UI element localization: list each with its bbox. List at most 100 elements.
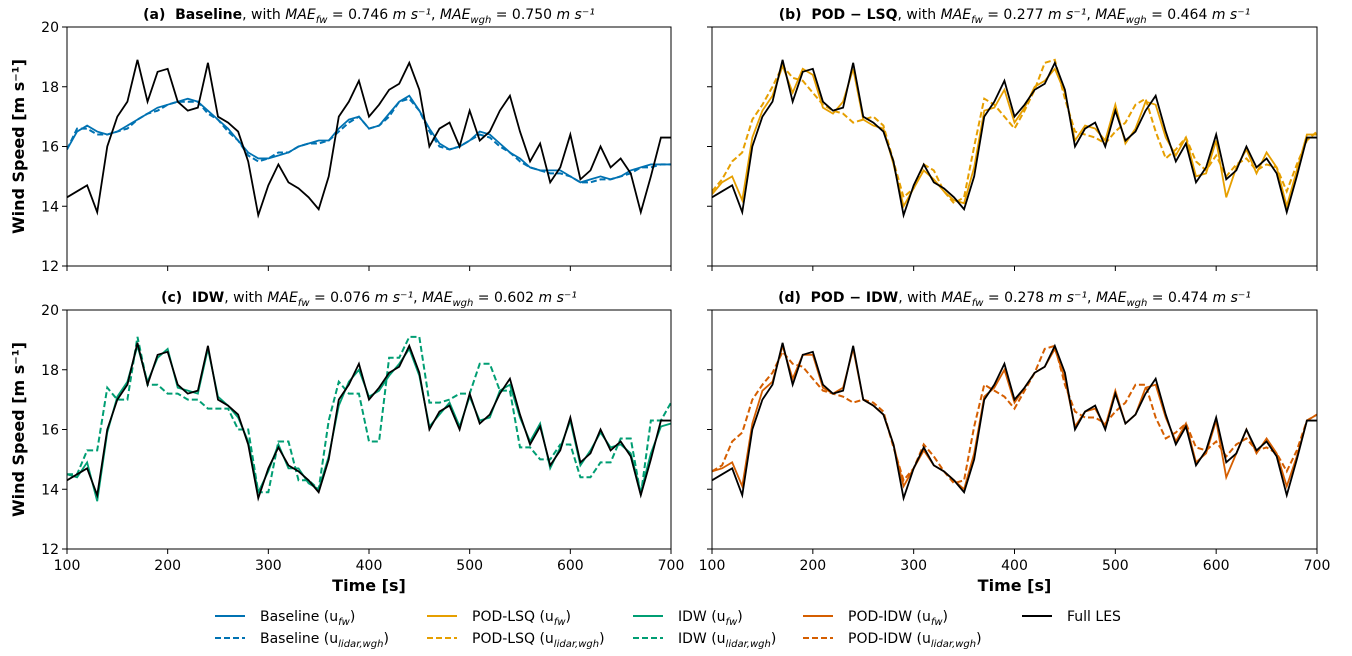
series-line [712,58,1317,205]
title-part: Baseline [175,7,242,23]
title-part: (d) [778,290,801,306]
series-line [712,344,1317,485]
title-part: fw [971,15,984,26]
x-tick-label: 700 [658,558,685,574]
title-part: (b) [779,7,802,23]
x-tick-label: 500 [456,558,483,574]
title-part: MAE [285,7,316,23]
y-tick-label: 18 [41,363,59,379]
x-tick-label: 200 [799,558,826,574]
x-tick-label: 300 [255,558,282,574]
title-part: , with [898,7,941,23]
x-tick-label: 500 [1102,558,1129,574]
y-tick-label: 14 [41,199,59,215]
y-tick-label: 20 [41,20,59,36]
legend-label: Baseline (ulidar,wgh) [260,631,389,650]
series-line [712,342,1317,491]
panel-title: (a) Baseline, with MAEfw = 0.746 m s⁻¹, … [143,7,595,26]
x-tick-label: 300 [900,558,927,574]
title-part: = 0.474 [1147,290,1212,306]
title-part: m s⁻¹ [393,7,431,23]
y-tick-label: 12 [41,542,59,558]
title-part: fw [972,298,985,309]
title-part: = 0.602 [473,290,538,306]
title-part: MAE [941,7,972,23]
legend-label: POD-LSQ (ulidar,wgh) [472,631,605,650]
title-part: POD − IDW [811,290,899,306]
title-part: = 0.746 [327,7,392,23]
y-tick-label: 14 [41,482,59,498]
plot-frame [66,26,672,267]
title-part: MAE [1095,7,1126,23]
title-part: fw [316,15,329,26]
title-part: , with [898,290,941,306]
x-tick-label: 100 [54,558,81,574]
panel-title: (b) POD − LSQ, with MAEfw = 0.277 m s⁻¹,… [779,7,1250,26]
y-axis-label: Wind Speed [m s⁻¹] [9,59,28,234]
y-tick-label: 20 [41,303,59,319]
y-tick-label: 12 [41,259,59,275]
series-line [712,59,1317,219]
title-part: MAE [267,290,298,306]
title-part: (c) [161,290,182,306]
x-tick-label: 600 [1203,558,1230,574]
y-tick-label: 18 [41,80,59,96]
title-part: MAE [422,290,453,306]
title-part: wgh [1126,15,1147,26]
title-part: m s⁻¹ [1049,290,1087,306]
title-part: POD − LSQ [811,7,897,23]
series-line [67,59,671,219]
y-tick-label: 16 [41,423,59,439]
y-tick-label: 16 [41,140,59,156]
title-part: , [431,7,440,23]
title-part: , with [224,290,267,306]
title-part: = 0.750 [491,7,556,23]
legend-label: POD-IDW (ufw) [848,609,948,628]
plot-frame [711,309,1318,550]
series-line [67,94,671,184]
x-tick-label: 400 [356,558,383,574]
title-part: , with [242,7,285,23]
title-part: IDW [192,290,224,306]
title-part: m s⁻¹ [556,7,594,23]
y-axis-label: Wind Speed [m s⁻¹] [9,342,28,517]
x-tick-label: 100 [699,558,726,574]
panel-title: (c) IDW, with MAEfw = 0.076 m s⁻¹, MAEwg… [161,290,577,309]
plot-frame [66,309,672,550]
legend-label: POD-IDW (ulidar,wgh) [848,631,982,650]
x-axis-label: Time [s] [978,576,1052,595]
title-part: = 0.277 [983,7,1048,23]
legend-label: POD-LSQ (ufw) [472,609,571,628]
series-line [67,97,671,184]
title-part: m s⁻¹ [1213,290,1251,306]
title-part: m s⁻¹ [1212,7,1250,23]
title-part: MAE [1096,290,1127,306]
title-part: m s⁻¹ [1048,7,1086,23]
title-part: wgh [1126,298,1147,309]
title-part: MAE [440,7,471,23]
title-part: m s⁻¹ [375,290,413,306]
title-part: wgh [452,298,473,309]
legend-label: IDW (ufw) [678,609,743,628]
title-part: m s⁻¹ [539,290,577,306]
title-part: = 0.076 [310,290,375,306]
series-line [712,63,1317,210]
legend-label: Baseline (ufw) [260,609,355,628]
title-part: fw [298,298,311,309]
x-tick-label: 600 [557,558,584,574]
series-line [67,335,671,496]
title-part: , [1086,7,1095,23]
title-part: = 0.464 [1147,7,1212,23]
x-tick-label: 400 [1001,558,1028,574]
plot-frame [711,26,1318,267]
title-part: (a) [143,7,165,23]
title-part: = 0.278 [983,290,1048,306]
x-tick-label: 200 [154,558,181,574]
legend-label: IDW (ulidar,wgh) [678,631,776,650]
title-part: , [1087,290,1096,306]
legend-label: Full LES [1067,609,1121,625]
title-part: , [413,290,422,306]
panel-title: (d) POD − IDW, with MAE fw = 0.278 m s⁻¹,… [778,290,1251,309]
series-line [67,342,671,502]
